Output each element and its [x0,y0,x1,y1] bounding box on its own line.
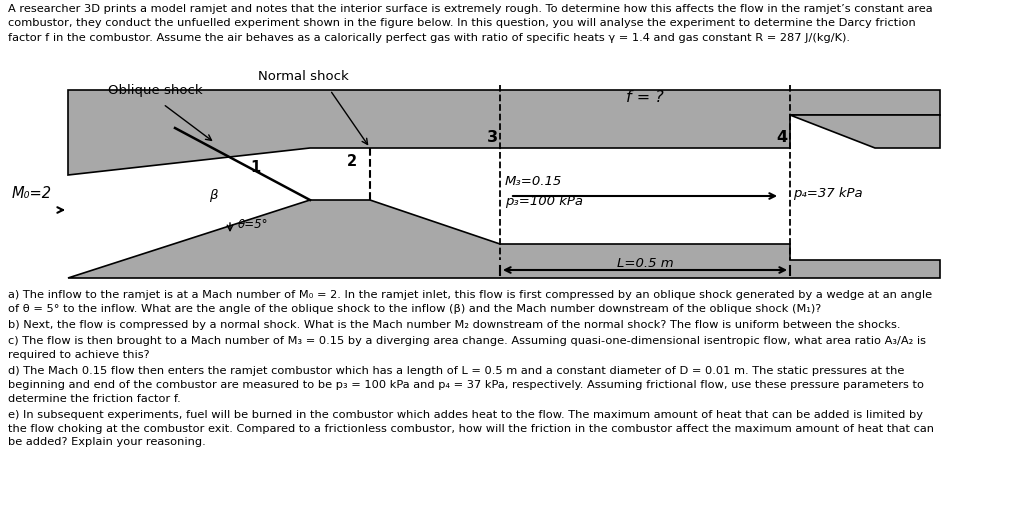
Text: 1: 1 [250,160,260,176]
Text: θ=5°: θ=5° [238,219,268,232]
Text: L=0.5 m: L=0.5 m [616,257,674,270]
Polygon shape [68,200,940,278]
Text: the flow choking at the combustor exit. Compared to a frictionless combustor, ho: the flow choking at the combustor exit. … [8,423,934,433]
Text: d) The Mach 0.15 flow then enters the ramjet combustor which has a length of L =: d) The Mach 0.15 flow then enters the ra… [8,366,904,377]
Text: Normal shock: Normal shock [258,70,348,83]
Text: p₃=100 kPa: p₃=100 kPa [505,195,583,208]
Text: M₃=0.15: M₃=0.15 [505,175,562,188]
Text: p₄=37 kPa: p₄=37 kPa [793,187,862,200]
Text: determine the friction factor f.: determine the friction factor f. [8,394,181,403]
Text: c) The flow is then brought to a Mach number of M₃ = 0.15 by a diverging area ch: c) The flow is then brought to a Mach nu… [8,336,926,346]
Polygon shape [68,148,310,278]
Text: beginning and end of the combustor are measured to be p₃ = 100 kPa and p₄ = 37 k: beginning and end of the combustor are m… [8,380,924,390]
Polygon shape [68,90,940,175]
Text: of θ = 5° to the inflow. What are the angle of the oblique shock to the inflow (: of θ = 5° to the inflow. What are the an… [8,303,821,313]
Text: e) In subsequent experiments, fuel will be burned in the combustor which addes h: e) In subsequent experiments, fuel will … [8,410,923,420]
Text: A researcher 3D prints a model ramjet and notes that the interior surface is ext: A researcher 3D prints a model ramjet an… [8,4,933,43]
Text: M₀=2: M₀=2 [12,185,52,201]
Text: be added? Explain your reasoning.: be added? Explain your reasoning. [8,437,206,447]
Text: β: β [209,189,217,202]
Text: 3: 3 [486,129,498,145]
Text: 4: 4 [776,129,787,145]
Text: required to achieve this?: required to achieve this? [8,350,150,360]
Text: Oblique shock: Oblique shock [108,84,203,97]
Polygon shape [790,115,940,148]
Polygon shape [310,148,790,244]
Text: f = ?: f = ? [626,90,664,105]
Text: b) Next, the flow is compressed by a normal shock. What is the Mach number M₂ do: b) Next, the flow is compressed by a nor… [8,320,900,330]
Text: a) The inflow to the ramjet is at a Mach number of M₀ = 2. In the ramjet inlet, : a) The inflow to the ramjet is at a Mach… [8,290,932,300]
Text: 2: 2 [347,155,357,169]
